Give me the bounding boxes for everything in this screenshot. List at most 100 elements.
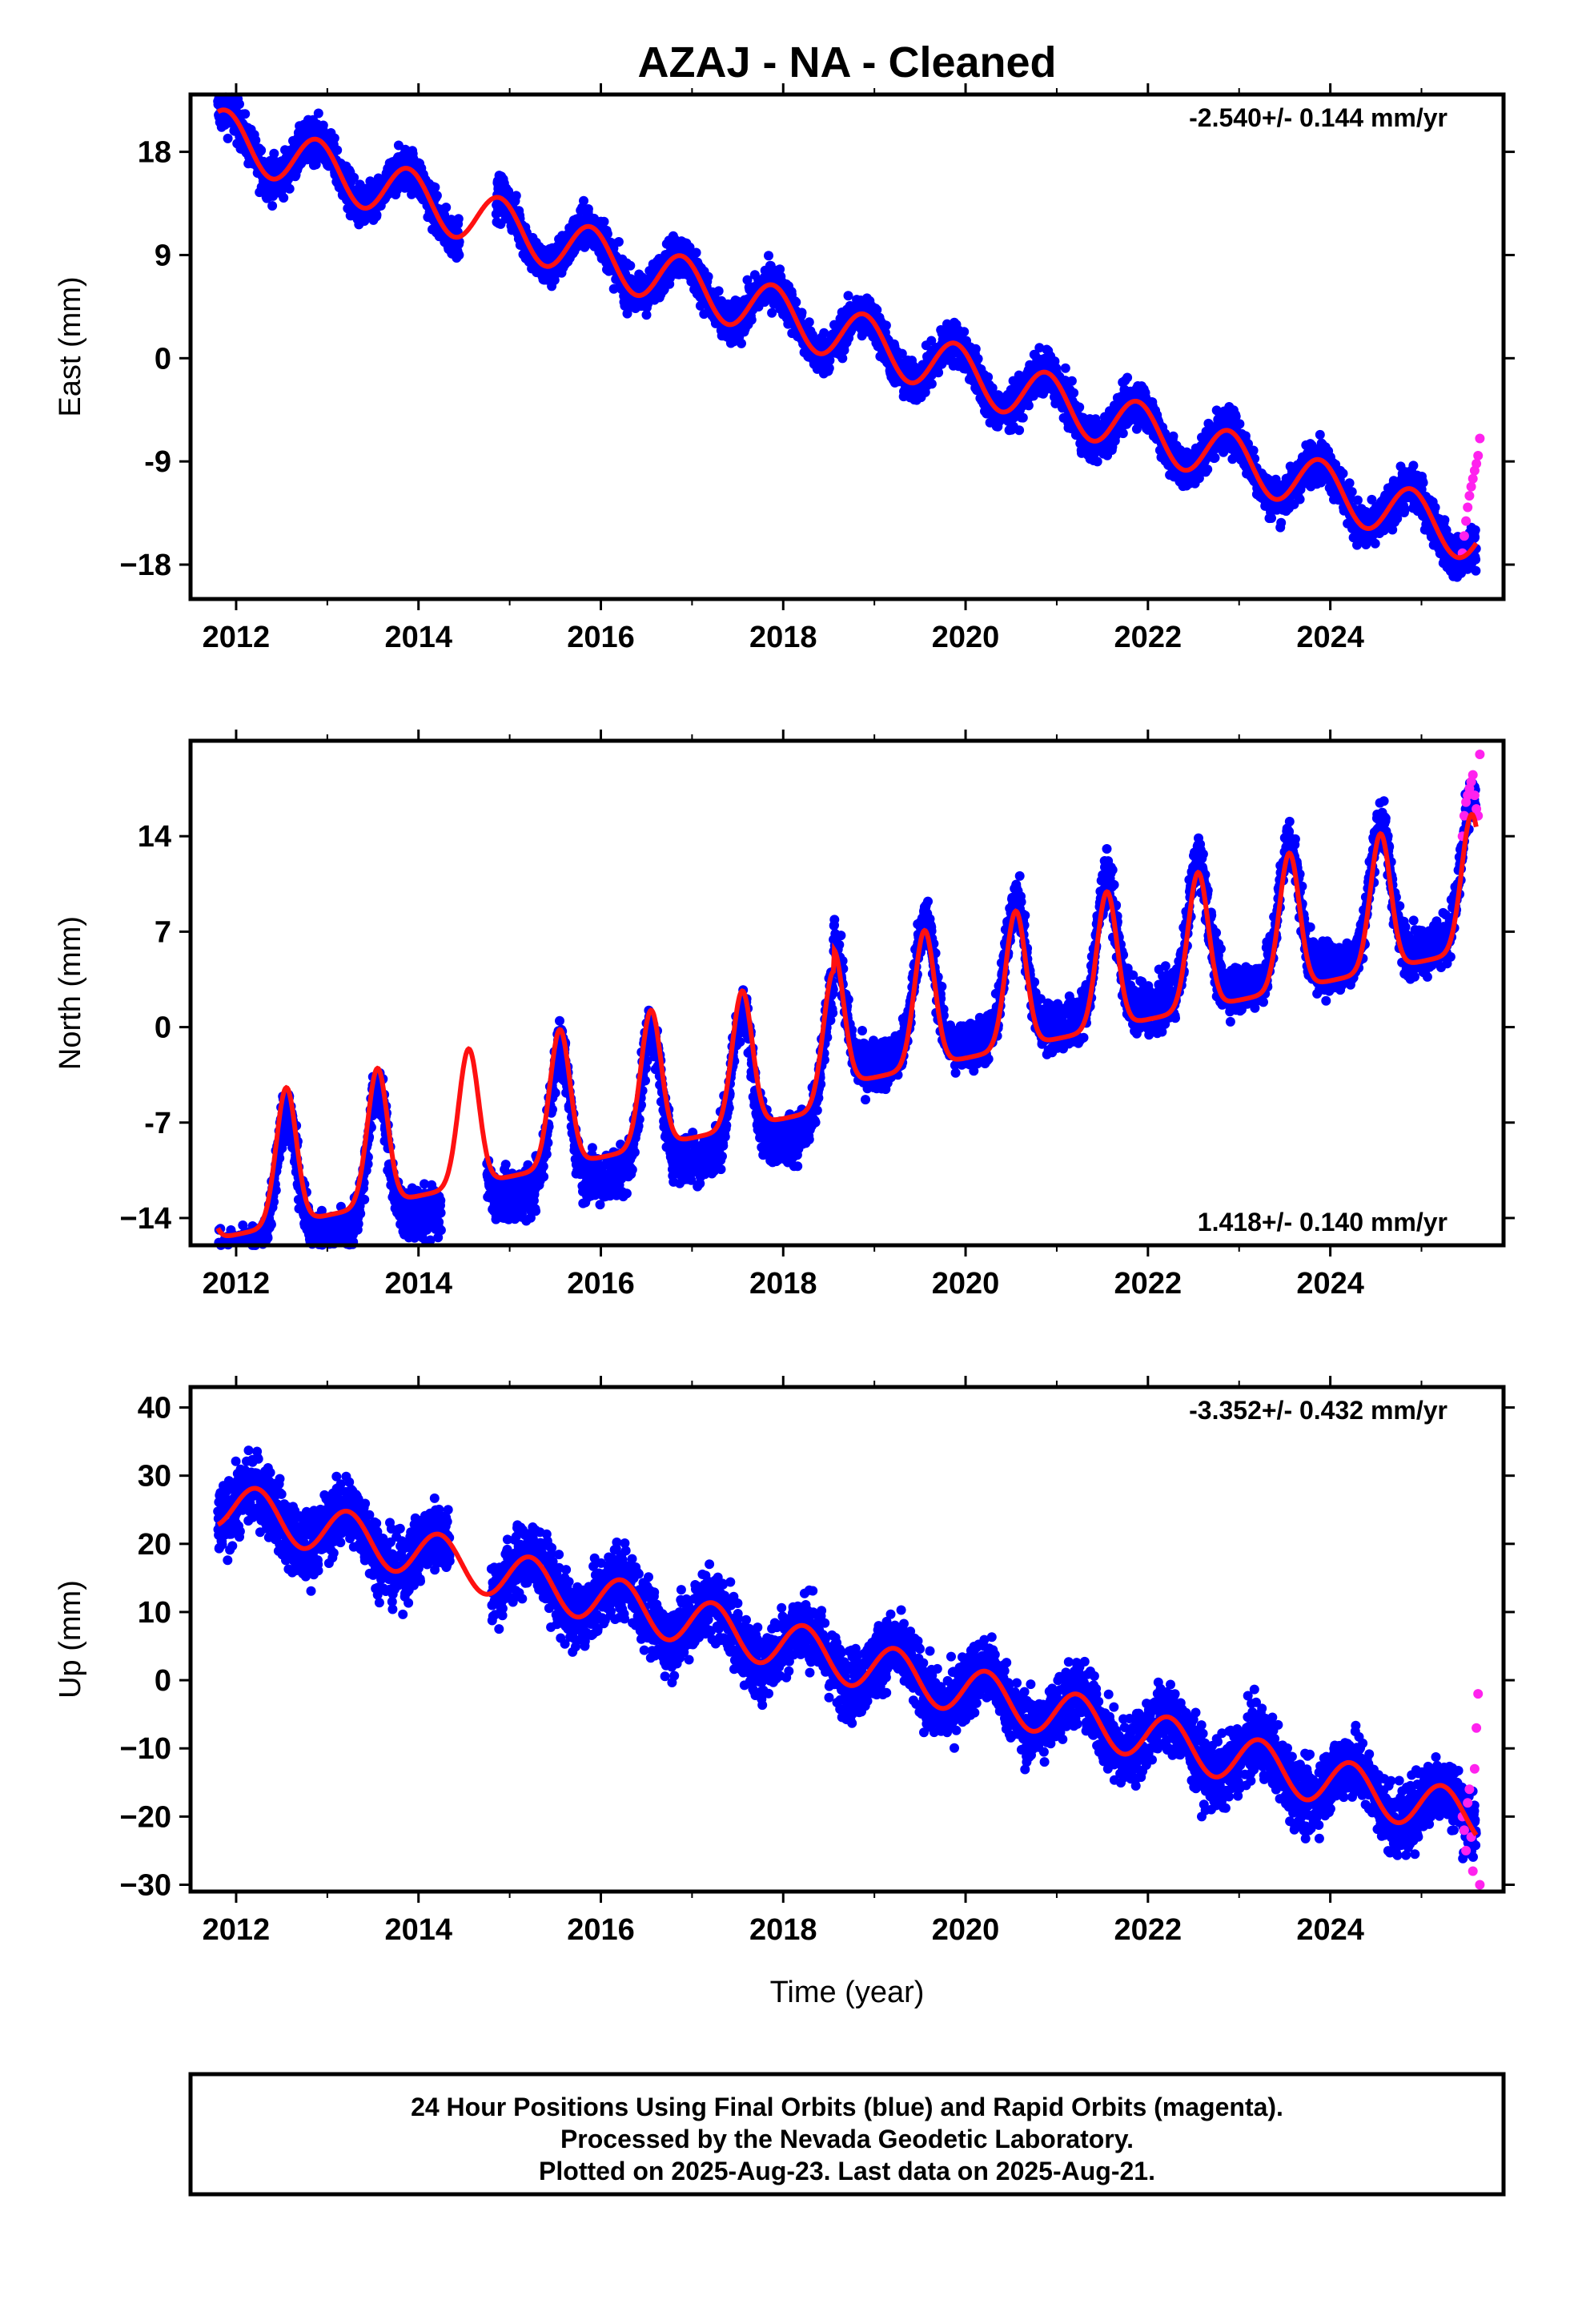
- east-y-axis-label: East (mm): [54, 276, 87, 416]
- final-orbit-point: [1248, 445, 1259, 456]
- final-orbit-point: [453, 214, 464, 224]
- final-orbit-point: [746, 315, 757, 325]
- final-orbit-point: [1408, 460, 1419, 471]
- final-orbit-point: [256, 145, 267, 155]
- final-orbit-point: [1399, 505, 1410, 515]
- final-orbit-point: [959, 327, 970, 337]
- final-orbit-point: [764, 251, 773, 261]
- final-orbit-point: [332, 145, 343, 155]
- final-orbit-point: [454, 250, 464, 260]
- final-orbit-point: [767, 308, 777, 318]
- y-tick-label: -9: [144, 445, 171, 479]
- y-tick-label: 18: [138, 136, 171, 170]
- x-tick-label: 2024: [1296, 621, 1364, 654]
- final-orbit-point: [1439, 515, 1450, 525]
- final-orbit-point: [1168, 431, 1178, 441]
- final-orbit-point: [970, 344, 981, 354]
- final-orbit-point: [1347, 487, 1357, 497]
- final-orbit-point: [713, 286, 724, 296]
- final-orbit-point: [1295, 494, 1305, 505]
- y-tick-label: 0: [155, 342, 171, 376]
- final-orbit-point: [1210, 452, 1220, 463]
- final-orbit-point: [1276, 517, 1287, 528]
- final-orbit-point: [511, 191, 521, 201]
- x-tick-label: 2020: [932, 621, 1000, 654]
- final-orbit-point: [430, 182, 440, 192]
- final-orbit-point: [311, 159, 321, 170]
- final-orbit-point: [1018, 412, 1028, 423]
- final-orbit-point: [1074, 402, 1085, 412]
- final-orbit-point: [251, 135, 261, 146]
- y-tick-label: 9: [155, 239, 171, 272]
- final-orbit-point: [599, 216, 609, 227]
- final-orbit-point: [691, 247, 701, 258]
- final-orbit-point: [583, 204, 593, 214]
- final-orbit-point: [1315, 429, 1325, 440]
- final-orbit-point: [1471, 565, 1481, 576]
- rapid-orbit-point: [1468, 473, 1478, 484]
- final-orbit-point: [1338, 468, 1348, 479]
- final-orbit-point: [797, 308, 807, 318]
- final-orbit-point: [1066, 376, 1077, 386]
- final-orbit-point: [313, 108, 323, 119]
- final-orbit-point: [737, 338, 746, 348]
- final-orbit-point: [1014, 425, 1025, 436]
- final-orbit-point: [279, 193, 289, 203]
- final-orbit-point: [843, 291, 853, 301]
- final-orbit-point: [1344, 478, 1355, 489]
- final-orbit-point: [1092, 456, 1102, 467]
- final-orbit-point: [1118, 428, 1128, 439]
- final-orbit-point: [579, 195, 588, 206]
- east-final-points: [213, 92, 1481, 582]
- rapid-orbit-point: [1473, 451, 1484, 460]
- final-orbit-point: [432, 191, 442, 201]
- final-orbit-point: [1430, 502, 1440, 513]
- final-orbit-point: [791, 297, 801, 308]
- rapid-orbit-point: [1461, 516, 1472, 526]
- final-orbit-point: [1235, 419, 1245, 429]
- final-orbit-point: [235, 99, 244, 109]
- final-orbit-point: [1060, 363, 1070, 373]
- rapid-orbit-point: [1463, 502, 1473, 513]
- rapid-orbit-point: [1464, 491, 1475, 501]
- final-orbit-point: [973, 354, 983, 364]
- final-orbit-point: [1370, 538, 1380, 549]
- final-orbit-point: [1352, 495, 1363, 505]
- final-orbit-point: [1069, 388, 1079, 398]
- rapid-orbit-point: [1475, 433, 1485, 444]
- east-y-tick-labels: 18 9 0 -9 −18: [120, 136, 171, 582]
- x-tick-label: 2012: [203, 621, 271, 654]
- final-orbit-point: [240, 109, 251, 119]
- chart-title: AZAJ - NA - Cleaned: [637, 38, 1056, 86]
- x-tick-label: 2022: [1114, 621, 1182, 654]
- final-orbit-point: [1418, 477, 1428, 488]
- final-orbit-point: [837, 353, 848, 364]
- east-x-tick-labels: 2012 2014 2016 2018 2020 2022 2024: [203, 621, 1364, 654]
- final-orbit-point: [1023, 400, 1034, 411]
- final-orbit-point: [267, 201, 278, 211]
- rapid-orbit-point: [1459, 531, 1469, 541]
- north-final-points: [214, 778, 1481, 1250]
- final-orbit-point: [1470, 525, 1480, 535]
- rapid-orbit-point: [1466, 481, 1476, 492]
- x-tick-label: 2018: [749, 621, 817, 654]
- final-orbit-point: [1122, 372, 1133, 383]
- final-orbit-point: [613, 237, 624, 247]
- final-orbit-point: [934, 368, 944, 378]
- final-orbit-point: [703, 271, 713, 282]
- final-orbit-point: [1471, 554, 1481, 565]
- final-orbit-point: [284, 183, 295, 194]
- final-orbit-point: [926, 379, 937, 389]
- y-tick-label: −18: [120, 549, 171, 582]
- final-orbit-point: [329, 133, 339, 143]
- final-orbit-point: [804, 317, 814, 328]
- final-orbit-point: [881, 320, 891, 331]
- final-orbit-point: [1203, 464, 1213, 475]
- final-orbit-point: [1267, 513, 1276, 523]
- final-orbit-point: [318, 120, 328, 131]
- final-orbit-point: [223, 133, 233, 143]
- x-tick-label: 2016: [567, 621, 635, 654]
